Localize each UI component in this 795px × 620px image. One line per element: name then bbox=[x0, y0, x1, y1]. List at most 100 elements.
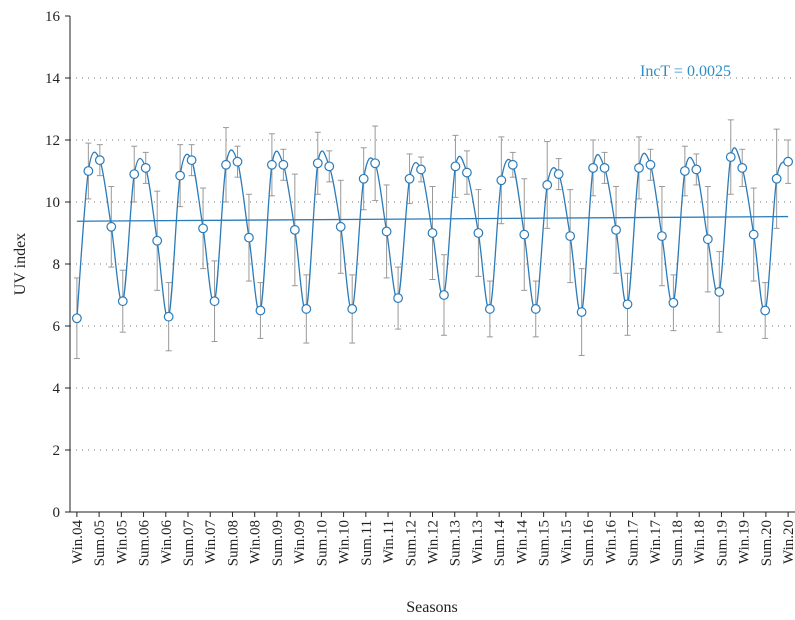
y-axis-label: UV index bbox=[12, 233, 29, 295]
x-tick-label: Win.04 bbox=[70, 520, 86, 564]
point bbox=[289, 224, 300, 235]
y-tick-label: 12 bbox=[45, 133, 60, 149]
point bbox=[519, 229, 530, 240]
point bbox=[439, 290, 449, 300]
y-tick-label: 16 bbox=[45, 9, 61, 25]
point bbox=[565, 231, 576, 242]
x-tick-label: Win.08 bbox=[248, 520, 264, 564]
y-tick-label: 6 bbox=[53, 319, 61, 335]
point bbox=[117, 296, 128, 307]
point bbox=[588, 162, 599, 173]
x-tick-label: Win.13 bbox=[470, 520, 486, 564]
x-axis-label: Seasons bbox=[406, 599, 458, 616]
point bbox=[771, 173, 782, 184]
x-tick-label: Win.06 bbox=[159, 520, 175, 564]
x-tick-label: Win.12 bbox=[426, 520, 442, 564]
point bbox=[691, 164, 702, 175]
point bbox=[312, 158, 323, 169]
point bbox=[278, 159, 289, 170]
x-tick-label: Sum.15 bbox=[537, 520, 553, 566]
point bbox=[266, 159, 277, 170]
y-tick-label: 0 bbox=[53, 505, 61, 521]
y-tick-label: 10 bbox=[45, 195, 60, 211]
point bbox=[71, 313, 82, 324]
x-tick-label: Sum.16 bbox=[581, 520, 597, 567]
x-tick-label: Sum.18 bbox=[670, 520, 686, 566]
trend-line bbox=[76, 215, 789, 222]
x-tick-label: Sum.07 bbox=[181, 520, 197, 567]
x-tick-label: Win.15 bbox=[559, 520, 575, 564]
point bbox=[427, 228, 438, 238]
point bbox=[462, 167, 472, 178]
x-tick-label: Win.10 bbox=[337, 520, 353, 564]
x-tick-label: Win.18 bbox=[692, 520, 708, 564]
point bbox=[450, 161, 461, 172]
point bbox=[152, 235, 163, 246]
x-tick-label: Sum.05 bbox=[92, 520, 108, 566]
point bbox=[622, 299, 633, 310]
point bbox=[198, 223, 208, 234]
x-tick-label: Sum.12 bbox=[403, 520, 419, 566]
point bbox=[473, 228, 484, 238]
x-tick-label: Sum.10 bbox=[314, 520, 330, 566]
point bbox=[140, 162, 151, 173]
x-tick-label: Win.19 bbox=[737, 520, 753, 564]
x-tick-label: Win.11 bbox=[381, 520, 397, 563]
point bbox=[83, 166, 94, 176]
point bbox=[576, 307, 587, 317]
point bbox=[737, 162, 748, 173]
point bbox=[106, 221, 117, 232]
point bbox=[335, 221, 346, 232]
x-tick-label: Sum.20 bbox=[759, 520, 775, 566]
point bbox=[496, 175, 507, 186]
x-tick-label: Win.09 bbox=[292, 520, 308, 564]
point bbox=[599, 162, 610, 173]
x-tick-label: Win.05 bbox=[114, 520, 130, 564]
y-tick-label: 2 bbox=[53, 443, 61, 459]
point bbox=[416, 164, 426, 175]
x-tick-label: Sum.06 bbox=[137, 520, 153, 567]
point bbox=[255, 305, 266, 316]
x-tick-label: Win.16 bbox=[603, 520, 619, 564]
point bbox=[714, 287, 725, 297]
point bbox=[175, 170, 186, 181]
point bbox=[324, 161, 335, 172]
point bbox=[748, 229, 759, 240]
x-tick-label: Win.20 bbox=[781, 520, 795, 564]
annotation: IncT = 0.0025 bbox=[640, 63, 731, 80]
point bbox=[209, 296, 220, 307]
x-tick-label: Sum.14 bbox=[492, 520, 508, 567]
point bbox=[186, 155, 197, 166]
point bbox=[760, 305, 771, 316]
x-tick-label: Sum.13 bbox=[448, 520, 464, 566]
point bbox=[645, 159, 656, 170]
x-tick-label: Win.17 bbox=[648, 520, 664, 564]
x-tick-label: Sum.09 bbox=[270, 520, 286, 566]
point bbox=[94, 155, 105, 166]
point bbox=[301, 304, 312, 314]
point bbox=[634, 162, 644, 173]
x-tick-label: Sum.11 bbox=[359, 520, 375, 566]
point bbox=[404, 173, 415, 184]
point bbox=[611, 224, 621, 235]
point bbox=[358, 173, 369, 184]
point bbox=[370, 158, 381, 169]
y-tick-label: 8 bbox=[53, 257, 61, 273]
point bbox=[221, 159, 231, 170]
point bbox=[657, 231, 667, 242]
point bbox=[163, 311, 174, 322]
point bbox=[232, 156, 243, 167]
point bbox=[679, 166, 690, 176]
x-tick-label: Sum.19 bbox=[714, 520, 730, 566]
y-tick-label: 4 bbox=[53, 381, 61, 397]
x-tick-label: Win.07 bbox=[203, 520, 219, 564]
x-tick-label: Win.14 bbox=[514, 520, 530, 564]
point bbox=[129, 169, 140, 180]
point bbox=[702, 234, 713, 245]
point bbox=[553, 169, 564, 180]
point bbox=[484, 304, 495, 314]
x-tick-label: Sum.08 bbox=[225, 520, 241, 566]
point bbox=[507, 159, 518, 170]
point bbox=[244, 232, 254, 243]
